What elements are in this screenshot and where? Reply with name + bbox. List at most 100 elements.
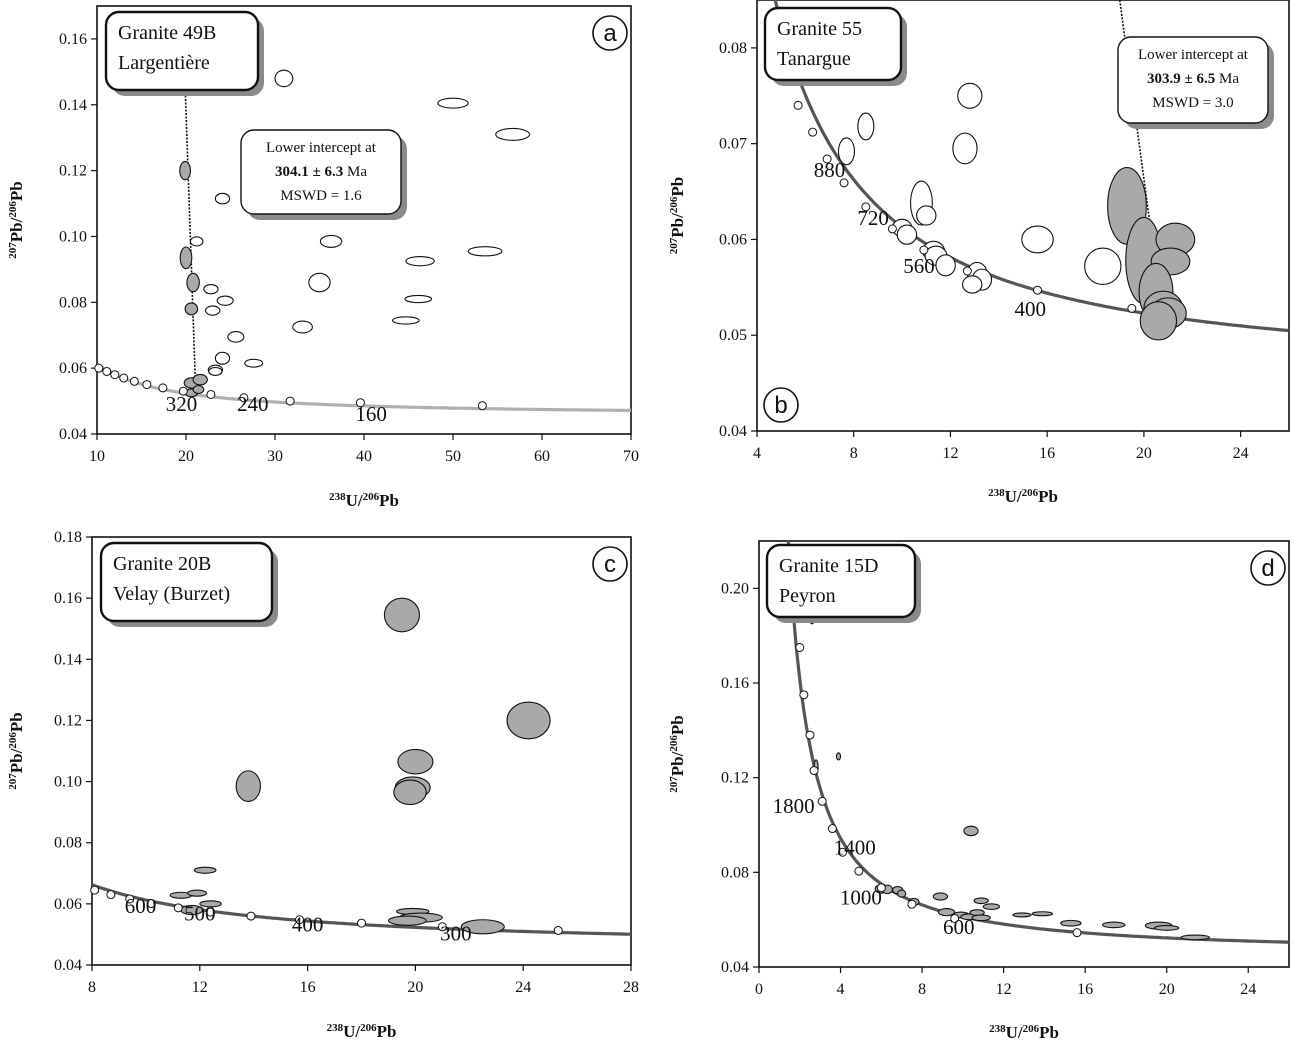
label-text: U/ — [1005, 487, 1022, 506]
concordia-age-marker — [146, 899, 156, 909]
label-text: Pb/ — [668, 751, 687, 776]
y-tick-label: 0.12 — [54, 712, 82, 729]
panel-title-line: Granite 15D — [779, 555, 878, 577]
analysis-ellipse-open — [1084, 247, 1122, 286]
y-tick-label: 0.16 — [59, 31, 87, 48]
label-superscript: 206 — [1022, 487, 1039, 499]
x-tick-label: 12 — [942, 445, 958, 462]
title-box — [763, 6, 903, 82]
analysis-ellipse-filled — [932, 892, 949, 901]
analysis-ellipse-open — [837, 137, 856, 166]
label-text: Pb — [7, 181, 26, 201]
label-text: Pb — [668, 177, 687, 197]
annotation-age-value: 304.1 ± 6.3 — [275, 164, 343, 180]
concordia-age-marker — [106, 890, 116, 900]
panel-letter-circle — [1250, 550, 1286, 586]
label-superscript: 207 — [7, 242, 19, 259]
analysis-ellipse-filled — [1060, 919, 1082, 927]
age-label: 400 — [1015, 297, 1047, 321]
concordia-age-marker — [817, 796, 827, 806]
concordia-age-marker — [173, 903, 183, 913]
concordia-age-marker — [129, 376, 139, 386]
analysis-ellipse-open — [952, 132, 978, 165]
analysis-ellipse-open — [437, 97, 469, 109]
panel-title-line: Granite 49B — [118, 22, 216, 44]
concordia-age-marker — [477, 401, 487, 411]
analysis-ellipse-filled — [835, 752, 842, 761]
analysis-ellipse-open — [961, 275, 983, 294]
analysis-ellipse-filled — [393, 779, 427, 806]
concordia-age-marker — [805, 730, 815, 740]
x-tick-label: 20 — [1159, 981, 1175, 998]
concordia-age-marker — [827, 824, 837, 834]
label-text: Pb — [7, 712, 26, 732]
x-axis-label: 238U/206Pb — [327, 1022, 397, 1041]
panel-letter: d — [1261, 555, 1274, 582]
concordia-age-marker — [1072, 928, 1082, 938]
annotation-age-value: 303.9 ± 6.5 — [1147, 71, 1215, 87]
analysis-ellipse-open — [203, 283, 219, 295]
age-label: 720 — [857, 206, 889, 230]
analysis-ellipse-filled — [383, 597, 420, 633]
analysis-ellipse-open — [467, 246, 503, 257]
analysis-ellipse-filled — [1012, 912, 1032, 918]
age-label: 240 — [237, 392, 269, 416]
plot-frame — [756, 0, 1290, 432]
concordia-age-marker — [950, 913, 960, 923]
concordia-age-marker — [876, 883, 886, 893]
x-tick-label: 16 — [1039, 445, 1055, 462]
analysis-ellipse-filled — [971, 914, 991, 922]
analysis-ellipse-filled — [897, 889, 907, 898]
y-tick-label: 0.12 — [59, 163, 87, 180]
analysis-ellipse-open — [405, 255, 435, 267]
panel-title-line: Peyron — [779, 585, 836, 607]
analysis-ellipse-open — [308, 272, 331, 293]
label-text: Pb — [377, 1022, 397, 1041]
x-axis-label: 238U/206Pb — [329, 491, 399, 510]
annotation-age: 303.9 ± 6.5 Ma — [1147, 71, 1239, 87]
annotation-line: Lower intercept at — [1138, 47, 1249, 63]
label-superscript: 206 — [668, 196, 680, 213]
age-label: 1800 — [773, 794, 815, 818]
analysis-ellipse-open — [957, 82, 983, 109]
concordia-curve — [786, 541, 1289, 944]
analysis-ellipse-filled — [192, 385, 205, 395]
label-text: U/ — [1006, 1023, 1023, 1042]
y-tick-label: 0.08 — [59, 294, 87, 311]
label-superscript: 206 — [668, 735, 680, 752]
age-label: 1000 — [840, 885, 882, 909]
concordia-age-marker — [919, 245, 929, 255]
y-tick-label: 0.18 — [54, 529, 82, 546]
y-tick-label: 0.07 — [719, 136, 747, 153]
concordia-age-marker — [357, 918, 366, 928]
concordia-age-marker — [799, 690, 809, 700]
x-tick-label: 8 — [918, 981, 926, 998]
analysis-ellipse-open — [319, 234, 343, 248]
concordia-age-marker — [158, 383, 168, 393]
y-tick-label: 0.04 — [719, 423, 747, 440]
concordia-age-marker — [125, 894, 135, 904]
analysis-ellipse-open — [391, 316, 420, 325]
x-axis-label: 238U/206Pb — [989, 1023, 1059, 1042]
panel-d: 0.040.080.120.160.200 4 8 12 16 20 24238U/206P… — [668, 540, 1290, 1042]
concordia-age-marker — [239, 393, 249, 403]
analysis-ellipse-filled — [187, 889, 208, 897]
label-superscript: 238 — [327, 1022, 344, 1034]
label-superscript: 238 — [329, 491, 346, 503]
analysis-ellipse-filled — [184, 302, 199, 316]
concordia-age-marker — [822, 154, 832, 164]
panel-letter: c — [604, 551, 616, 578]
analysis-ellipse-open — [292, 320, 313, 334]
concordia-age-marker — [1127, 303, 1137, 313]
concordia-age-marker — [809, 766, 819, 776]
analysis-ellipse-filled — [1101, 921, 1126, 929]
concordia-age-marker — [110, 370, 120, 380]
concordia-age-marker — [854, 866, 864, 876]
annotation-box — [240, 129, 402, 215]
concordia-age-marker — [90, 885, 100, 895]
concordia-age-marker — [437, 922, 447, 932]
label-text: Pb/ — [668, 213, 687, 238]
annotation-line: Lower intercept at — [266, 140, 377, 156]
